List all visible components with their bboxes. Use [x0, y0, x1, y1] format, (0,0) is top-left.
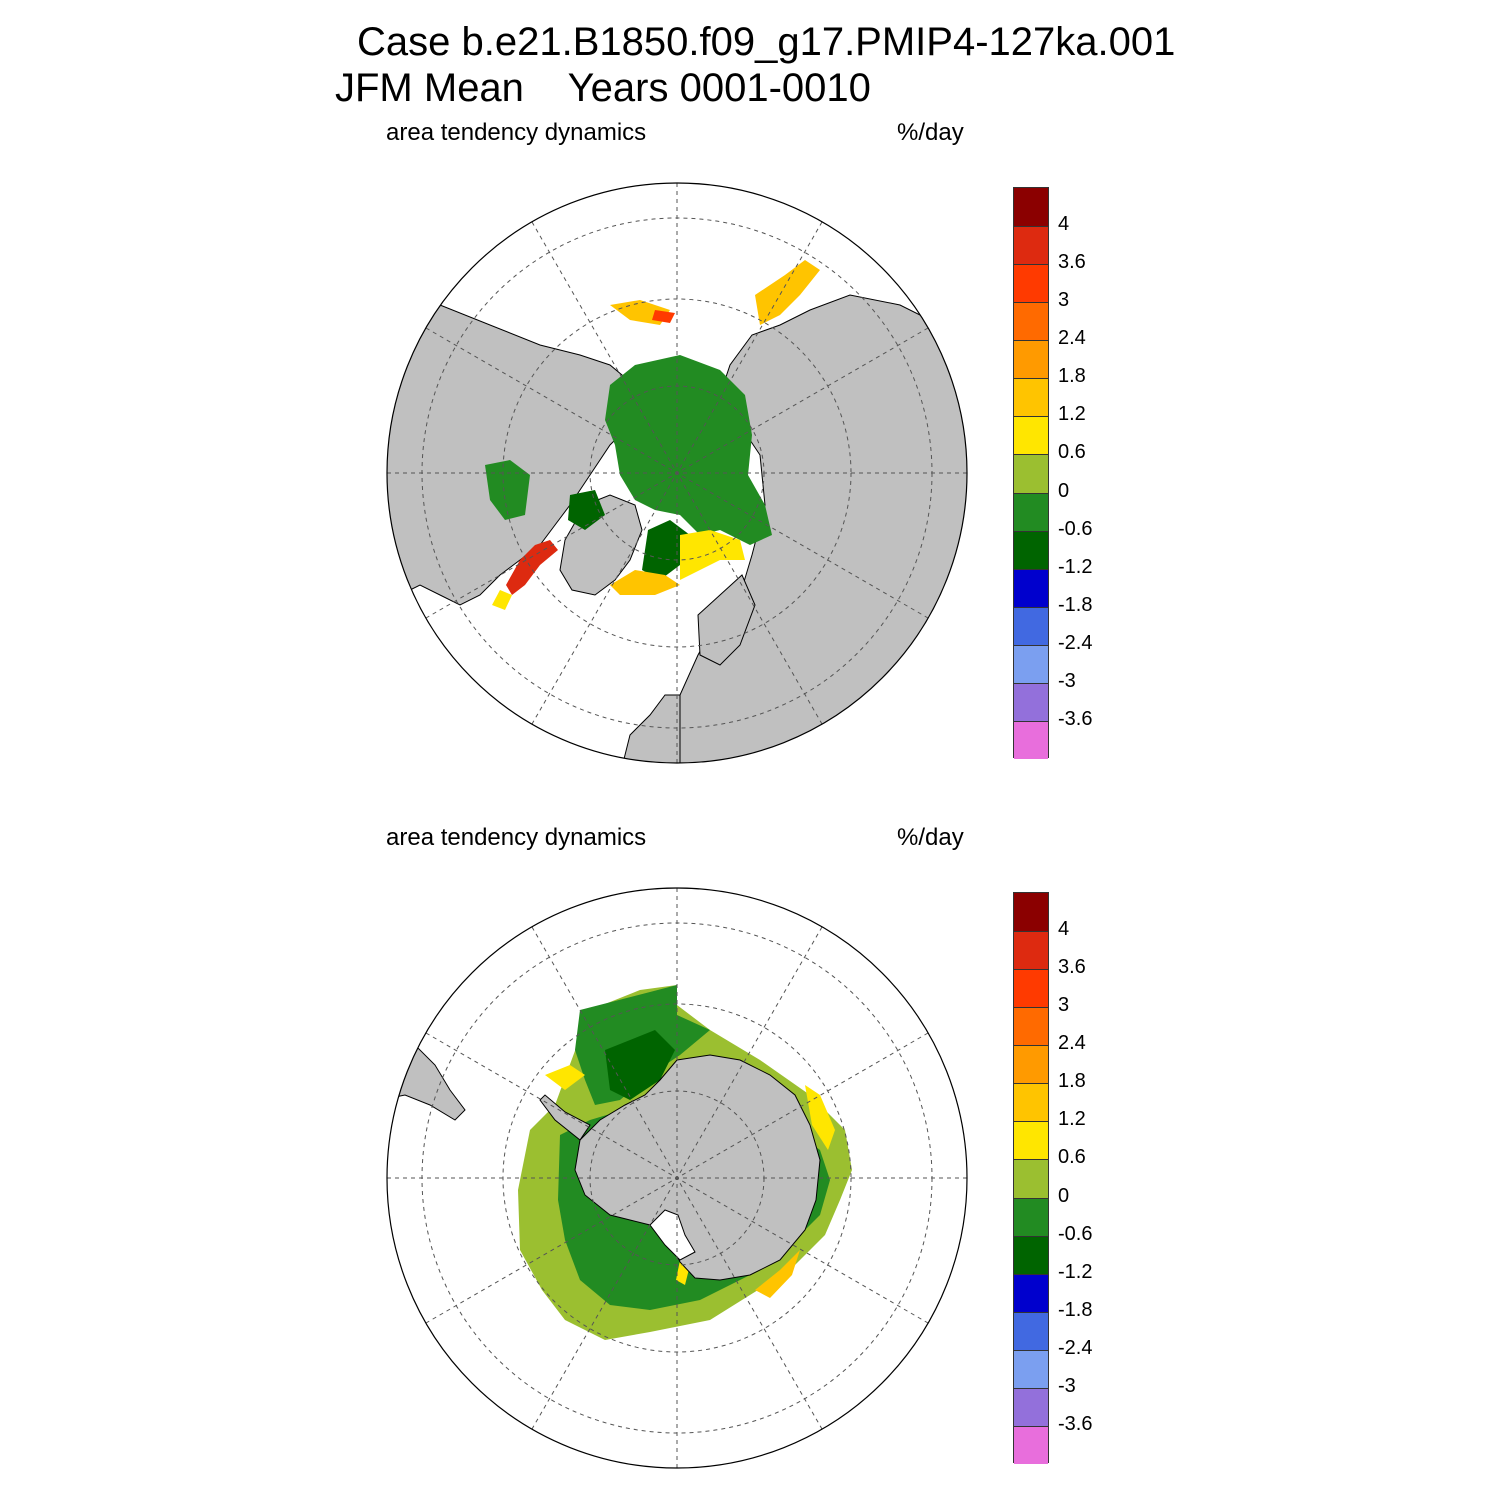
nh-arctic-ocean-ice	[605, 355, 772, 545]
nh-units-label: %/day	[897, 119, 964, 146]
colorbar-swatch	[1014, 931, 1048, 970]
nh-okhotsk-ice	[755, 260, 820, 325]
case-title: Case b.e21.B1850.f09_g17.PMIP4-127ka.001	[357, 20, 1176, 64]
colorbar-tick-label: 0.6	[1058, 441, 1086, 464]
colorbar-tick-label: 0.6	[1058, 1146, 1086, 1169]
colorbar-tick-label: -1.8	[1058, 593, 1093, 616]
sh-polar-map	[386, 887, 968, 1469]
colorbar-swatch	[1014, 1425, 1048, 1464]
colorbar-tick-label: 0	[1058, 479, 1070, 502]
colorbar-swatch	[1014, 606, 1048, 645]
colorbar-swatch	[1014, 893, 1048, 932]
nh-barents-ice	[642, 520, 690, 580]
colorbar-tick-label: 0	[1058, 1184, 1070, 1207]
colorbar-swatch	[1014, 1311, 1048, 1350]
colorbar-swatch	[1014, 1235, 1048, 1274]
season-title: JFM Mean Years 0001-0010	[335, 66, 871, 110]
colorbar-tick-label: -1.8	[1058, 1298, 1093, 1321]
colorbar-tick-label: -1.2	[1058, 555, 1093, 578]
colorbar-tick-label: 3.6	[1058, 956, 1086, 979]
nh-labrador-ice	[568, 490, 605, 530]
nh-europe-land	[619, 694, 681, 763]
colorbar-tick-label: -3	[1058, 1374, 1076, 1397]
colorbar-swatch	[1014, 1387, 1048, 1426]
colorbar-swatch	[1014, 378, 1048, 417]
colorbar-swatch	[1014, 416, 1048, 455]
colorbar-tick-label: -1.2	[1058, 1260, 1093, 1283]
colorbar-swatch	[1014, 1273, 1048, 1312]
colorbar-tick-label: 1.2	[1058, 403, 1086, 426]
nh-labrador-edge-red	[506, 540, 558, 595]
colorbar-tick-label: -2.4	[1058, 1336, 1093, 1359]
colorbar-tick-label: 4	[1058, 918, 1070, 941]
nh-colorbar	[1013, 187, 1049, 759]
colorbar-tick-label: -2.4	[1058, 631, 1093, 654]
colorbar-tick-label: 4	[1058, 213, 1070, 236]
colorbar-swatch	[1014, 1045, 1048, 1084]
colorbar-tick-label: -0.6	[1058, 517, 1093, 540]
nh-bering-red	[652, 310, 675, 323]
nh-baffin-ice	[485, 460, 530, 520]
colorbar-swatch	[1014, 568, 1048, 607]
sh-weddell-yellow	[545, 1065, 585, 1090]
sh-units-label: %/day	[897, 824, 964, 851]
colorbar-swatch	[1014, 188, 1048, 227]
nh-greenland-sea-orange	[610, 570, 680, 595]
colorbar-tick-label: -3	[1058, 669, 1076, 692]
sh-weddell-darkgreen	[605, 1030, 675, 1100]
colorbar-swatch	[1014, 1121, 1048, 1160]
sh-ross-ice-shelf	[649, 1209, 696, 1261]
colorbar-tick-label: -3.6	[1058, 1412, 1093, 1435]
sh-antarctica-land	[574, 1054, 821, 1281]
colorbar-swatch	[1014, 340, 1048, 379]
sh-field-label: area tendency dynamics	[386, 824, 647, 851]
sh-ross-orange-edge	[755, 1250, 800, 1298]
colorbar-swatch	[1014, 226, 1048, 265]
colorbar-swatch	[1014, 264, 1048, 303]
nh-field-label: area tendency dynamics	[386, 119, 647, 146]
colorbar-swatch	[1014, 682, 1048, 721]
colorbar-tick-label: -3.6	[1058, 707, 1093, 730]
colorbar-swatch	[1014, 530, 1048, 569]
colorbar-swatch	[1014, 454, 1048, 493]
nh-scandinavia-land	[697, 574, 756, 666]
colorbar-tick-label: 1.8	[1058, 365, 1086, 388]
sh-indian-yellow-edge	[805, 1085, 835, 1150]
colorbar-swatch	[1014, 1007, 1048, 1046]
sh-graticule	[387, 888, 967, 1468]
colorbar-swatch	[1014, 1197, 1048, 1236]
colorbar-tick-label: 3	[1058, 994, 1070, 1017]
colorbar-tick-label: 1.8	[1058, 1070, 1086, 1093]
nh-map-border	[386, 182, 968, 764]
sh-map-border	[386, 887, 968, 1469]
colorbar-swatch	[1014, 644, 1048, 683]
colorbar-tick-label: -0.6	[1058, 1222, 1093, 1245]
colorbar-swatch	[1014, 302, 1048, 341]
colorbar-swatch	[1014, 1083, 1048, 1122]
nh-labrador-edge-yellow	[492, 590, 512, 610]
nh-graticule	[387, 183, 967, 763]
nh-polar-map	[386, 182, 968, 764]
nh-north-america-land	[387, 294, 641, 606]
colorbar-swatch	[1014, 492, 1048, 531]
colorbar-swatch	[1014, 1159, 1048, 1198]
colorbar-swatch	[1014, 720, 1048, 759]
colorbar-tick-label: 2.4	[1058, 327, 1086, 350]
colorbar-tick-label: 3.6	[1058, 251, 1086, 274]
colorbar-swatch	[1014, 969, 1048, 1008]
colorbar-tick-label: 2.4	[1058, 1032, 1086, 1055]
sh-colorbar	[1013, 892, 1049, 1464]
colorbar-tick-label: 3	[1058, 289, 1070, 312]
colorbar-tick-label: 1.2	[1058, 1108, 1086, 1131]
colorbar-swatch	[1014, 1349, 1048, 1388]
